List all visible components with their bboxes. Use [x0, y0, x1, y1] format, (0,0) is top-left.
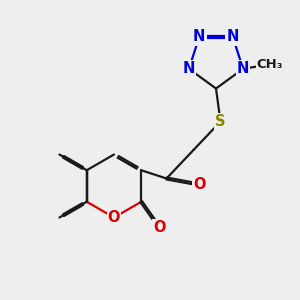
Text: O: O [108, 210, 120, 225]
Text: N: N [193, 29, 206, 44]
Text: S: S [215, 114, 226, 129]
Text: N: N [226, 29, 239, 44]
Text: CH₃: CH₃ [257, 58, 284, 71]
Text: O: O [153, 220, 166, 235]
Text: N: N [183, 61, 195, 76]
Text: O: O [193, 177, 206, 192]
Text: N: N [237, 61, 249, 76]
